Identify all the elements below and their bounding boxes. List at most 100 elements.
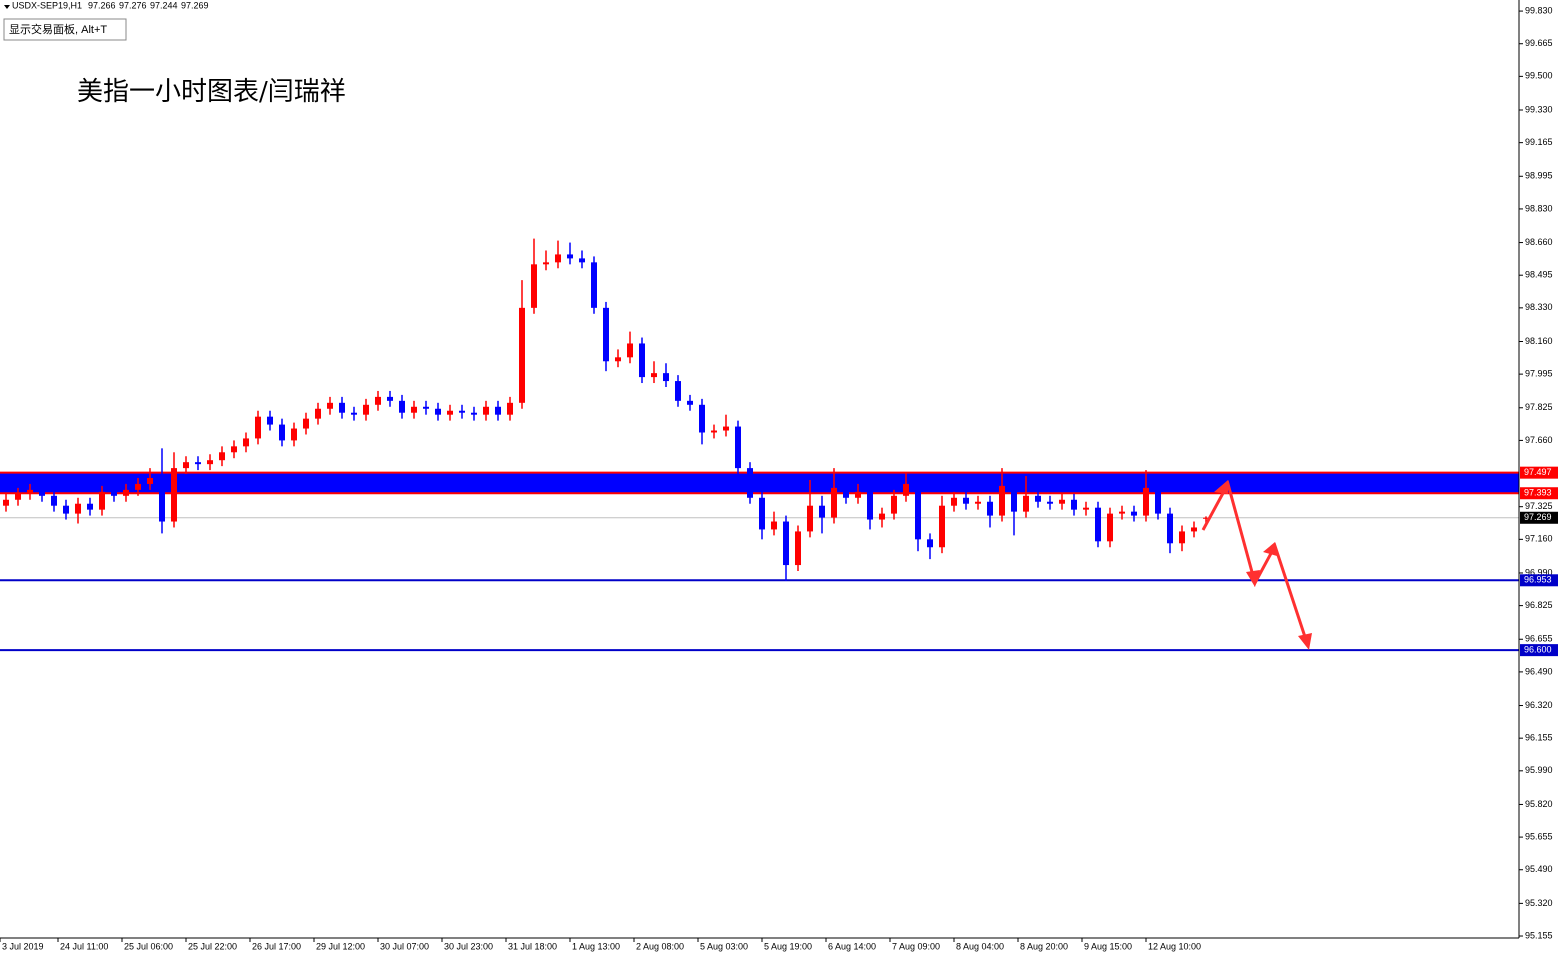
y-tick-label: 97.660: [1525, 435, 1553, 445]
candle-body: [99, 491, 105, 510]
candle-body: [195, 462, 201, 465]
price-tag-label: 96.600: [1524, 645, 1552, 655]
x-tick-label: 2 Aug 08:00: [636, 941, 684, 951]
annotation: 美指一小时图表/闫瑞祥: [77, 77, 346, 107]
candle-body: [435, 408, 441, 415]
candle-body: [531, 264, 537, 308]
candle-body: [231, 446, 237, 453]
candle-body: [759, 497, 765, 530]
candle-body: [687, 400, 693, 405]
candle-body: [1143, 487, 1149, 516]
candle-body: [327, 402, 333, 409]
candle-body: [87, 503, 93, 510]
candle-body: [267, 416, 273, 425]
y-tick-label: 95.490: [1525, 864, 1553, 874]
candle-body: [315, 408, 321, 419]
x-tick-label: 5 Aug 19:00: [764, 941, 812, 951]
menu-arrow[interactable]: [4, 5, 10, 9]
candle-body: [147, 478, 153, 484]
y-tick-label: 95.990: [1525, 765, 1553, 775]
y-tick-label: 96.155: [1525, 733, 1553, 743]
x-tick-label: 24 Jul 11:00: [60, 941, 108, 951]
y-tick-label: 98.830: [1525, 203, 1553, 213]
candle-body: [171, 468, 177, 522]
candle-body: [375, 396, 381, 405]
candle-body: [447, 410, 453, 415]
candle-body: [423, 406, 429, 409]
price-tag-label: 97.269: [1524, 512, 1552, 522]
candle-body: [795, 531, 801, 566]
price-tag-label: 97.497: [1524, 467, 1552, 477]
candle-body: [963, 497, 969, 504]
y-tick-label: 98.660: [1525, 237, 1553, 247]
y-tick-label: 98.995: [1525, 171, 1553, 181]
price-tag-label: 97.393: [1524, 488, 1552, 498]
candle-body: [747, 468, 753, 498]
candle-body: [867, 491, 873, 520]
ohlc-readout: 97.266 97.276 97.244 97.269: [88, 0, 209, 10]
candle-body: [1191, 527, 1197, 532]
x-tick-label: 30 Jul 07:00: [380, 941, 429, 951]
y-tick-label: 98.330: [1525, 302, 1553, 312]
candle-body: [639, 343, 645, 378]
candle-body: [819, 505, 825, 518]
ohlc-value: 97.276: [119, 0, 147, 10]
candle-body: [111, 491, 117, 496]
y-tick-label: 99.330: [1525, 104, 1553, 114]
candle-body: [951, 497, 957, 506]
price-tag: [1520, 511, 1558, 524]
panel-button[interactable]: [3, 18, 127, 41]
candle-body: [411, 406, 417, 413]
candle-body: [567, 254, 573, 259]
candle-body: [1059, 499, 1065, 504]
candle-body: [615, 357, 621, 362]
y-tick-label: 98.160: [1525, 336, 1553, 346]
y-tick-label: 96.655: [1525, 634, 1553, 644]
candle-body: [483, 406, 489, 415]
candle-body: [339, 402, 345, 413]
candle-body: [183, 462, 189, 469]
x-tick-label: 26 Jul 17:00: [252, 941, 301, 951]
candle-body: [831, 487, 837, 518]
candle-body: [351, 412, 357, 415]
candle-body: [15, 493, 21, 500]
x-tick-label: 8 Aug 04:00: [956, 941, 1004, 951]
panel-button-label[interactable]: 显示交易面板, Alt+T: [9, 22, 107, 36]
candle-body: [999, 485, 1005, 516]
x-tick-label: 7 Aug 09:00: [892, 941, 940, 951]
x-tick-label: 5 Aug 03:00: [700, 941, 748, 951]
y-tick-label: 97.825: [1525, 402, 1553, 412]
symbol: USDX-SEP19,H1: [12, 0, 82, 10]
candle-body: [843, 487, 849, 498]
candle-body: [255, 416, 261, 439]
candle-body: [27, 489, 33, 494]
candle-body: [519, 307, 525, 403]
price-tag: [1520, 574, 1558, 587]
candle-body: [279, 424, 285, 441]
candle-body: [987, 501, 993, 516]
candle-body: [1083, 507, 1089, 510]
y-tick-label: 99.500: [1525, 71, 1553, 81]
y-tick-label: 97.325: [1525, 501, 1553, 511]
candle-body: [699, 404, 705, 433]
candle-body: [363, 404, 369, 415]
candle-body: [399, 400, 405, 413]
y-tick-label: 96.825: [1525, 600, 1553, 610]
candle-body: [1167, 513, 1173, 544]
y-tick-label: 95.155: [1525, 930, 1553, 940]
y-tick-label: 97.995: [1525, 369, 1553, 379]
x-tick-label: 25 Jul 06:00: [124, 941, 173, 951]
x-tick-label: 12 Aug 10:00: [1148, 941, 1201, 951]
candle-body: [651, 373, 657, 378]
candle-body: [903, 483, 909, 496]
candle-body: [1179, 531, 1185, 544]
candle-body: [591, 262, 597, 308]
resistance-zone: [0, 472, 1519, 494]
candle-body: [303, 418, 309, 429]
x-tick-label: 6 Aug 14:00: [828, 941, 876, 951]
y-tick-label: 95.820: [1525, 799, 1553, 809]
x-tick-label: 25 Jul 22:00: [188, 941, 237, 951]
candle-body: [735, 426, 741, 469]
x-tick-label: 9 Aug 15:00: [1084, 941, 1132, 951]
ohlc-value: 97.244: [150, 0, 178, 10]
